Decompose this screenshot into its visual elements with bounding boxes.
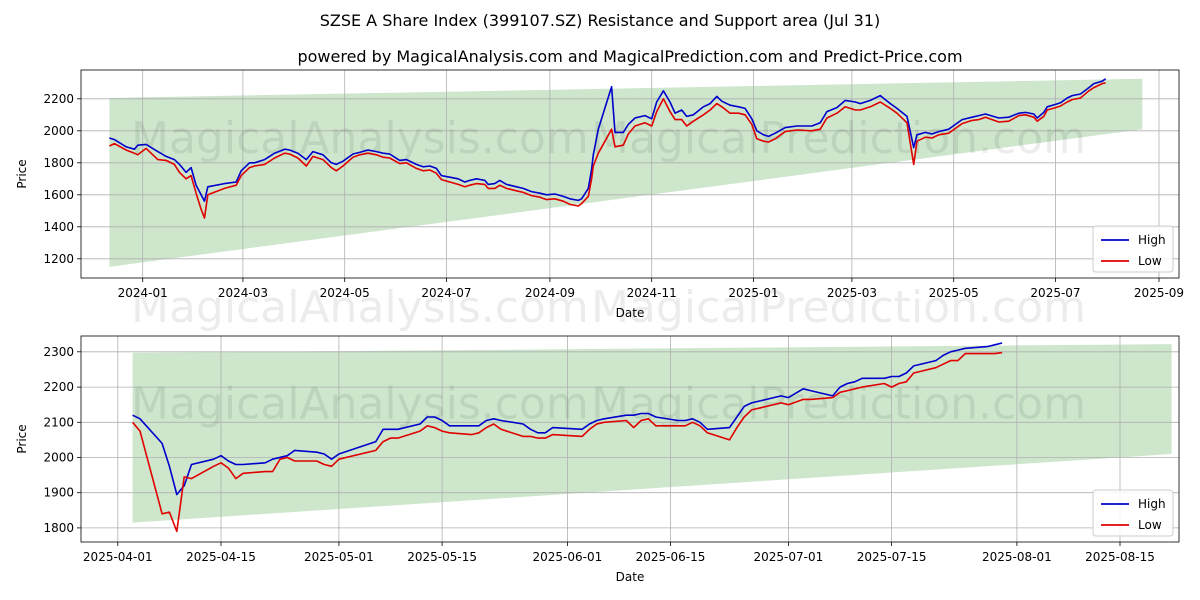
- bottom-series-high-line: [132, 342, 1003, 496]
- bottom-watermark-analysis: MagicalAnalysis.com: [131, 378, 589, 429]
- middle-watermark-analysis: MagicalAnalysis.com: [131, 282, 589, 333]
- top-x-tick-label: 2025-03: [827, 286, 877, 300]
- top-x-tick-label: 2024-11: [627, 286, 677, 300]
- bottom-x-tick-label: 2025-04-15: [186, 550, 256, 564]
- top-x-tick-label: 2024-03: [218, 286, 268, 300]
- bottom-series-low-line: [131, 351, 1003, 533]
- top-chart-panel: MagicalAnalysis.com MagicalPrediction.com…: [15, 69, 1184, 333]
- bottom-axes-frame: [80, 335, 1180, 543]
- bottom-x-axis-label: Date: [616, 570, 645, 584]
- middle-watermark-prediction: MagicalPrediction.com: [591, 282, 1086, 333]
- bottom-x-tick-label: 2025-05-15: [407, 550, 477, 564]
- bottom-legend-label-high: High: [1138, 497, 1166, 511]
- top-axes-frame: [80, 69, 1180, 279]
- top-y-tick-label: 1400: [43, 220, 74, 234]
- bottom-x-tick-label: 2025-06-01: [533, 550, 603, 564]
- top-y-tick-label: 1600: [43, 188, 74, 202]
- bottom-x-tick-label: 2025-04-01: [83, 550, 153, 564]
- bottom-y-tick-label: 1900: [43, 486, 74, 500]
- bottom-x-tick-label: 2025-06-15: [636, 550, 706, 564]
- top-y-tick-label: 1200: [43, 252, 74, 266]
- top-y-tick-label: 2000: [43, 124, 74, 138]
- bottom-y-axis-label: Price: [15, 424, 29, 453]
- top-watermark-analysis: MagicalAnalysis.com: [131, 113, 589, 164]
- top-x-tick-label: 2025-07: [1030, 286, 1080, 300]
- bottom-y-tick-label: 2100: [43, 415, 74, 429]
- top-y-axis-label: Price: [15, 159, 29, 188]
- top-watermark-prediction: MagicalPrediction.com: [591, 113, 1086, 164]
- top-legend-label-low: Low: [1138, 254, 1162, 268]
- bottom-chart-panel: MagicalAnalysis.com MagicalPrediction.com…: [15, 335, 1180, 584]
- top-x-tick-label: 2024-07: [421, 286, 471, 300]
- top-x-tick-label: 2025-01: [728, 286, 778, 300]
- top-x-tick-label: 2025-09: [1134, 286, 1184, 300]
- chart-subtitle: powered by MagicalAnalysis.com and Magic…: [297, 47, 962, 66]
- top-x-tick-label: 2024-01: [118, 286, 168, 300]
- top-y-tick-label: 2200: [43, 92, 74, 106]
- bottom-legend-label-low: Low: [1138, 518, 1162, 532]
- bottom-x-tick-label: 2025-07-15: [857, 550, 927, 564]
- top-series-low-line: [109, 82, 1106, 219]
- bottom-y-tick-label: 2000: [43, 451, 74, 465]
- top-x-tick-label: 2024-05: [320, 286, 370, 300]
- bottom-x-tick-label: 2025-08-01: [982, 550, 1052, 564]
- top-y-tick-label: 1800: [43, 156, 74, 170]
- top-x-tick-label: 2024-09: [525, 286, 575, 300]
- top-legend-label-high: High: [1138, 233, 1166, 247]
- bottom-y-tick-label: 1800: [43, 521, 74, 535]
- top-x-tick-label: 2025-05: [929, 286, 979, 300]
- top-series-high-line: [109, 78, 1107, 202]
- bottom-x-tick-label: 2025-08-15: [1085, 550, 1155, 564]
- bottom-y-tick-label: 2200: [43, 380, 74, 394]
- bottom-support-resistance-band: [132, 344, 1172, 523]
- bottom-x-tick-label: 2025-05-01: [304, 550, 374, 564]
- chart-title: SZSE A Share Index (399107.SZ) Resistanc…: [320, 11, 881, 30]
- top-x-axis-label: Date: [616, 306, 645, 320]
- top-legend: High Low: [1092, 225, 1174, 273]
- bottom-y-tick-label: 2300: [43, 345, 74, 359]
- bottom-watermark-prediction: MagicalPrediction.com: [591, 378, 1086, 429]
- bottom-x-tick-label: 2025-07-01: [754, 550, 824, 564]
- top-support-resistance-band: [109, 78, 1143, 267]
- bottom-legend: High Low: [1092, 489, 1174, 537]
